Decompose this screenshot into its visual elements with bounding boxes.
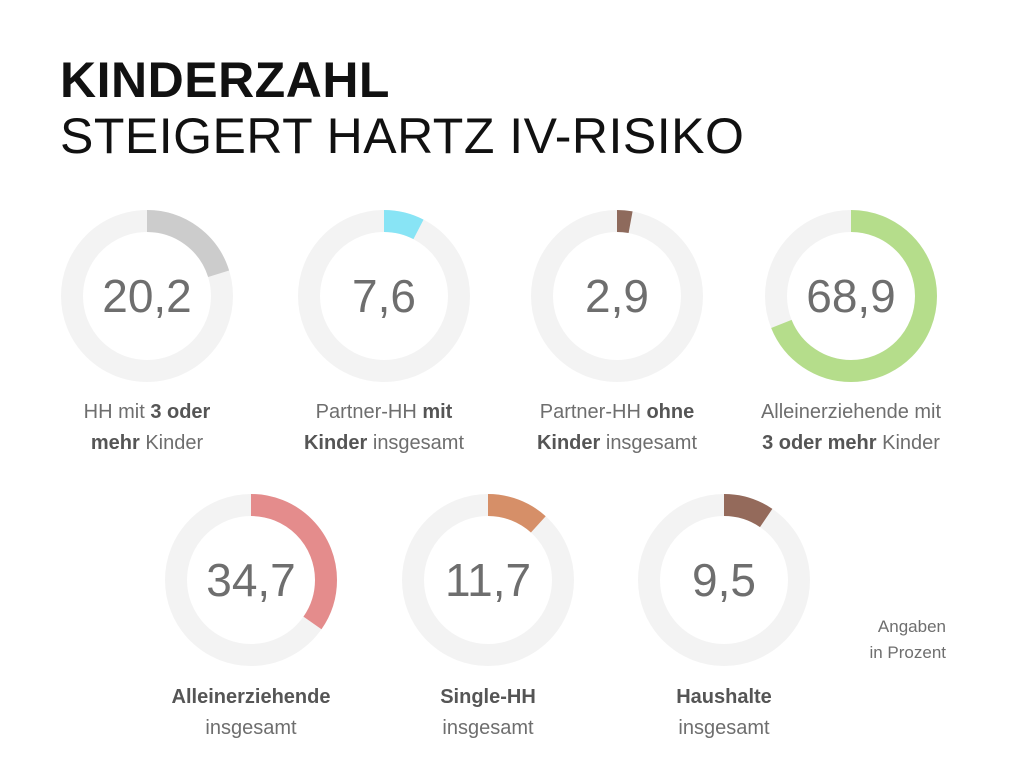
label-text: Partner-HH: [315, 401, 423, 423]
donut-label-3: Partner-HH ohne Kinder insgesamt: [497, 397, 737, 459]
donut-segment-2: [298, 210, 470, 382]
donut-value-7: 9,5: [692, 554, 756, 606]
donut-segment-6: [402, 494, 574, 666]
donut-2: 7,6: [296, 208, 472, 384]
donut-svg: [638, 494, 810, 666]
donut-segment-5: [165, 494, 337, 666]
donut-svg: [402, 494, 574, 666]
donut-6: 11,7: [400, 492, 576, 668]
donut-label-line-2: Kinder insgesamt: [264, 428, 504, 459]
donut-1: 20,2: [59, 208, 235, 384]
donut-5: 34,7: [163, 492, 339, 668]
donut-label-line-2: insgesamt: [131, 713, 371, 744]
donut-svg: [165, 494, 337, 666]
label-text: Kinder: [876, 432, 940, 454]
donut-label-line-1: HH mit 3 oder: [27, 397, 267, 428]
donut-label-line-1: Partner-HH mit: [264, 397, 504, 428]
donut-label-line-1: Haushalte: [604, 682, 844, 713]
label-bold-text: Haushalte: [676, 686, 772, 708]
label-bold-text: ohne: [646, 401, 695, 423]
donut-segment-1: [61, 210, 233, 382]
label-bold-text: mit: [422, 401, 453, 423]
donut-svg: [61, 210, 233, 382]
donut-label-5: Alleinerziehende insgesamt: [131, 682, 371, 744]
donut-svg: [765, 210, 937, 382]
donut-label-2: Partner-HH mit Kinder insgesamt: [264, 397, 504, 459]
donut-segment-3: [531, 210, 703, 382]
donut-label-1: HH mit 3 oder mehr Kinder: [27, 397, 267, 459]
label-bold-text: Single-HH: [440, 686, 536, 708]
donut-value-2: 7,6: [352, 270, 416, 322]
label-text: Alleinerziehende mit: [760, 401, 942, 423]
donut-label-7: Haushalte insgesamt: [604, 682, 844, 744]
donut-label-line-2: 3 oder mehr Kinder: [731, 428, 971, 459]
donut-label-line-1: Alleinerziehende mit: [731, 397, 971, 428]
label-text: HH mit: [83, 401, 151, 423]
donut-4: 68,9: [763, 208, 939, 384]
label-text: Kinder: [139, 432, 204, 454]
donut-label-line-2: insgesamt: [368, 713, 608, 744]
donut-label-line-1: Alleinerziehende: [131, 682, 371, 713]
donut-label-line-2: insgesamt: [604, 713, 844, 744]
label-bold-text: Kinder: [536, 432, 601, 454]
donut-value-1: 20,2: [102, 270, 192, 322]
donut-3: 2,9: [529, 208, 705, 384]
page-title: KINDERZAHL STEIGERT HARTZ IV-RISIKO: [60, 52, 744, 164]
donut-label-line-2: Kinder insgesamt: [497, 428, 737, 459]
donut-label-4: Alleinerziehende mit 3 oder mehr Kinder: [731, 397, 971, 459]
donut-label-line-2: mehr Kinder: [27, 428, 267, 459]
donut-segment-4: [765, 210, 937, 382]
label-bold-text: Kinder: [303, 432, 368, 454]
unit-note-line1: Angaben: [877, 617, 946, 636]
donut-segment-7: [638, 494, 810, 666]
donut-value-3: 2,9: [585, 270, 649, 322]
label-bold-text: 3 oder mehr: [762, 432, 877, 454]
label-bold-text: Alleinerziehende: [171, 686, 331, 708]
unit-note-line2: in Prozent: [869, 643, 946, 662]
label-text: insgesamt: [600, 432, 698, 454]
label-text: insgesamt: [442, 717, 534, 739]
label-text: insgesamt: [367, 432, 465, 454]
label-bold-text: 3 oder: [150, 401, 211, 423]
donut-label-6: Single-HH insgesamt: [368, 682, 608, 744]
donut-7: 9,5: [636, 492, 812, 668]
donut-value-5: 34,7: [206, 554, 296, 606]
donut-value-6: 11,7: [444, 554, 532, 606]
title-bold: KINDERZAHL: [60, 52, 390, 108]
donut-svg: [298, 210, 470, 382]
unit-note: Angaben in Prozent: [830, 614, 946, 666]
label-text: insgesamt: [205, 717, 297, 739]
donut-label-line-1: Partner-HH ohne: [497, 397, 737, 428]
label-text: insgesamt: [678, 717, 770, 739]
donut-value-4: 68,9: [806, 270, 896, 322]
label-bold-text: mehr: [90, 432, 140, 454]
title-subtitle: STEIGERT HARTZ IV-RISIKO: [60, 108, 745, 164]
label-text: Partner-HH: [539, 401, 647, 423]
donut-svg: [531, 210, 703, 382]
donut-label-line-1: Single-HH: [368, 682, 608, 713]
